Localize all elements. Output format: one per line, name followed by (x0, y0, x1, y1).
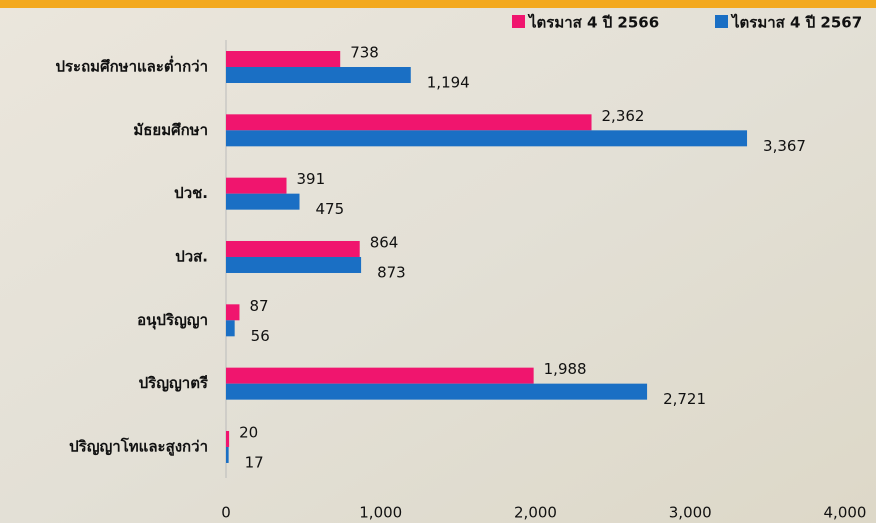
bar (226, 320, 235, 337)
value-label: 475 (316, 200, 345, 218)
top-band (0, 0, 876, 8)
x-tick-label: 1,000 (359, 504, 402, 522)
y-tick-label: ปวส. (175, 247, 208, 265)
bar (226, 430, 230, 447)
bar (226, 367, 534, 384)
value-label: 738 (350, 44, 379, 62)
y-tick-label: มัธยมศึกษา (133, 121, 208, 139)
value-label: 17 (245, 453, 264, 471)
y-tick-label: อนุปริญญา (137, 311, 208, 330)
bar (226, 67, 411, 83)
bar (226, 383, 648, 400)
bar (226, 304, 240, 321)
value-label: 391 (297, 170, 326, 188)
x-tick-label: 3,000 (669, 504, 712, 522)
value-label: 1,988 (544, 360, 587, 378)
value-label: 3,367 (763, 137, 806, 155)
legend-label: ไตรมาส 4 ปี 2567 (730, 13, 862, 32)
value-label: 56 (251, 327, 270, 345)
x-tick-label: 0 (221, 504, 231, 522)
y-tick-label: ปริญญาโทและสูงกว่า (69, 436, 208, 456)
bar (226, 177, 287, 194)
bar (226, 193, 300, 210)
x-tick-label: 4,000 (824, 504, 867, 522)
bar (226, 256, 362, 273)
y-tick-label: ปวช. (174, 184, 208, 202)
value-label: 87 (249, 297, 268, 315)
value-label: 2,721 (663, 390, 706, 408)
value-label: 20 (239, 423, 258, 441)
y-tick-label: ประถมศึกษาและต่ำกว่า (55, 56, 208, 76)
bar (226, 114, 592, 131)
bar (226, 130, 748, 147)
y-tick-label: ปริญญาตรี (139, 374, 209, 392)
legend-swatch (715, 15, 728, 28)
bar (226, 446, 229, 463)
legend-label: ไตรมาส 4 ปี 2566 (527, 13, 659, 32)
legend-swatch (512, 15, 525, 28)
value-label: 1,194 (427, 74, 470, 92)
value-label: 864 (370, 233, 399, 251)
bar (226, 51, 341, 67)
bar (226, 240, 360, 257)
value-label: 2,362 (602, 107, 645, 125)
x-tick-label: 2,000 (514, 504, 557, 522)
value-label: 873 (377, 263, 406, 281)
